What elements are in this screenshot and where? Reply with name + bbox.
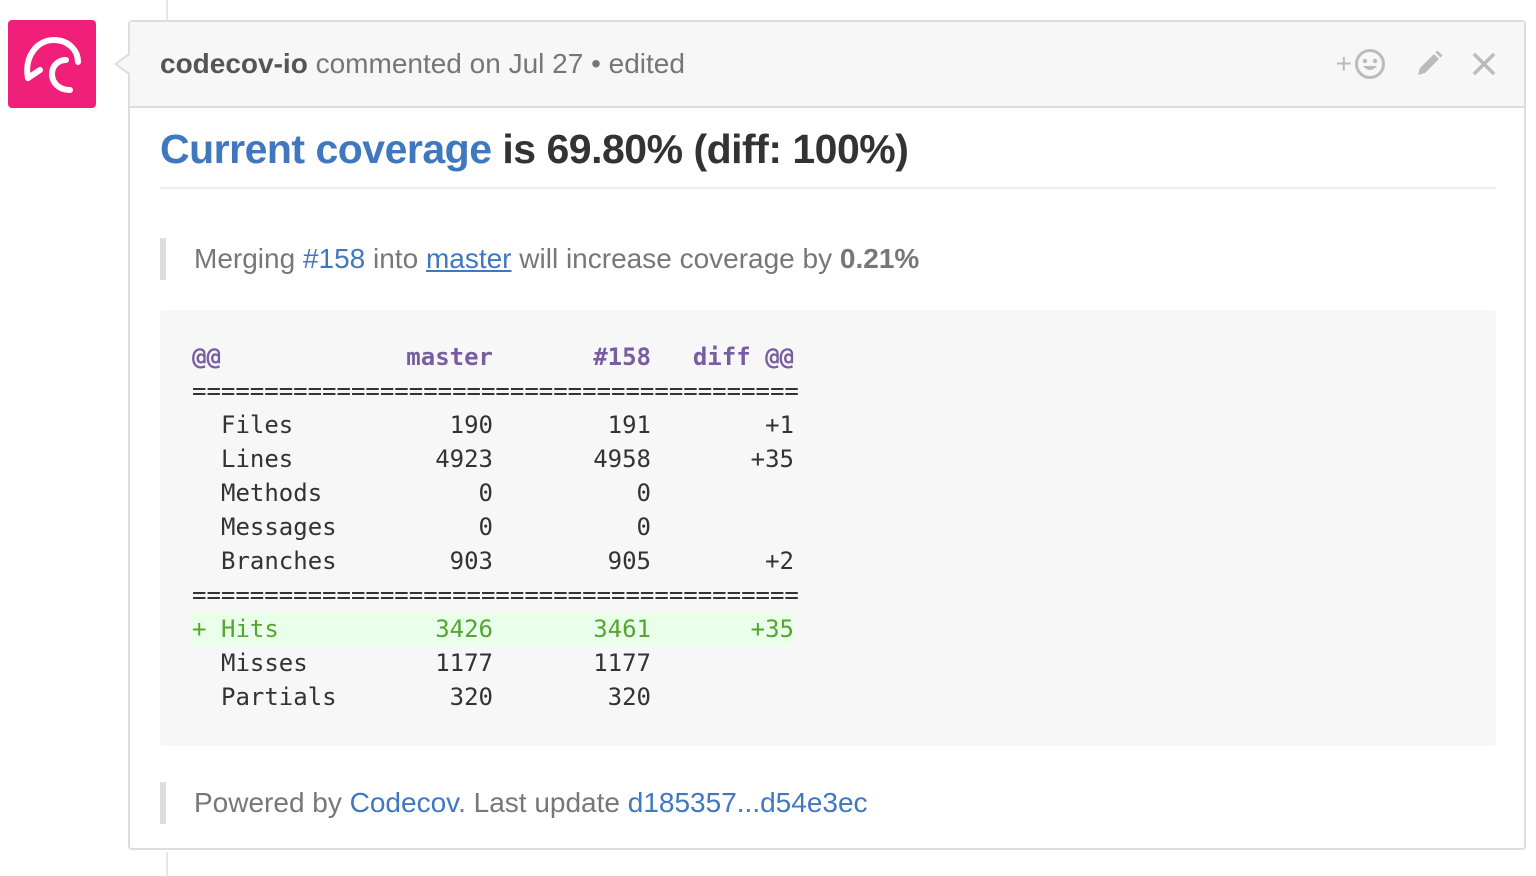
reaction-plus: + [1335,48,1352,79]
timeline-line-bottom [166,852,168,876]
delete-button[interactable] [1472,52,1496,76]
row-master-value: 1177 [435,649,493,677]
table-row: + Hits 3426 3461 +35 [192,612,794,646]
row-label: Messages [221,513,337,541]
row-diff-value: +1 [765,411,794,439]
row-label-cell: + Hits [192,612,372,646]
table-row: Lines 4923 4958 +35 [192,442,799,476]
row-pr-value: 3461 [593,615,651,643]
row-master-value: 0 [478,513,493,541]
comment-header: codecov-io commented on Jul 27 • edited … [130,22,1524,108]
row-diff-value [651,680,794,714]
row-master-value: 320 [449,683,493,711]
table-separator: ========================================… [192,581,799,609]
table-row: Messages 0 0 [192,510,799,544]
row-label-cell: Lines [192,442,372,476]
row-label-cell: Messages [192,510,372,544]
row-pr-value: 4958 [593,445,651,473]
row-marker [192,476,221,510]
row-label: Methods [221,479,323,507]
table-header: @@ master #158 diff @@ [192,340,799,374]
merge-note: Merging #158 into master will increase c… [160,238,919,280]
row-marker [192,680,221,714]
header-at: @@ [192,343,221,371]
header-master: master [406,343,493,371]
row-marker [192,646,221,680]
table-row: Misses 1177 1177 [192,646,799,680]
coverage-summary: is 69.80% (diff: 100%) [491,126,909,172]
comment-meta: codecov-io commented on Jul 27 • edited [160,48,685,80]
coverage-table: @@ master #158 diff @@ ====================… [160,310,1496,746]
row-master-value: 190 [449,411,493,439]
row-master-value: 903 [449,547,493,575]
row-pr-value: 0 [636,513,651,541]
header-diff: diff @@ [692,343,794,371]
row-diff-value: +35 [750,445,794,473]
author-link[interactable]: codecov-io [160,48,308,79]
coverage-diff-code: @@ master #158 diff @@ ====================… [192,340,799,714]
row-label-cell: Misses [192,646,372,680]
pr-link[interactable]: #158 [302,243,366,274]
row-marker [192,408,221,442]
timeline-line-top [166,0,168,20]
current-coverage-link[interactable]: Current coverage [160,126,492,172]
coverage-heading: Current coverage is 69.80% (diff: 100%) [160,126,1496,189]
row-marker: + [192,615,207,643]
header-pr: #158 [593,343,651,371]
close-icon [1473,53,1495,75]
branch-link[interactable]: master [425,243,512,274]
comment-actions: + [1336,48,1496,80]
table-row: Partials 320 320 [192,680,799,714]
row-marker [192,442,221,476]
row-pr-value: 320 [607,683,651,711]
row-label: Hits [221,615,279,643]
table-row: Branches 903 905 +2 [192,544,799,578]
edit-button[interactable] [1414,49,1444,79]
footer-middle: . Last update [458,787,628,818]
footer-note: Powered by Codecov. Last update d185357.… [160,782,868,824]
commit-range-link[interactable]: d185357...d54e3ec [627,787,868,818]
row-pr-value: 191 [607,411,651,439]
row-pr-value: 0 [636,479,651,507]
row-diff-value [651,646,794,680]
merge-note-suffix: will increase coverage by [511,243,840,274]
row-pr-value: 905 [607,547,651,575]
codecov-umbrella-logo-icon [24,36,81,93]
row-diff-value: +35 [750,615,794,643]
row-label: Files [221,411,294,439]
row-label: Partials [221,683,337,711]
row-marker [192,544,221,578]
row-label-cell: Partials [192,680,372,714]
row-label: Misses [221,649,308,677]
avatar[interactable] [8,20,96,108]
row-label-cell: Methods [192,476,372,510]
row-diff-value [651,476,794,510]
table-separator: ========================================… [192,377,799,405]
add-reaction-button[interactable]: + [1336,48,1386,80]
codecov-link[interactable]: Codecov [349,787,459,818]
row-diff-value [651,510,794,544]
footer-prefix: Powered by [194,787,350,818]
row-marker [192,510,221,544]
row-master-value: 0 [478,479,493,507]
row-master-value: 4923 [435,445,493,473]
table-row: Files 190 191 +1 [192,408,799,442]
coverage-increase: 0.21% [839,243,920,274]
pencil-icon [1418,50,1443,75]
table-row: Methods 0 0 [192,476,799,510]
row-label-cell: Files [192,408,372,442]
comment-timestamp[interactable]: commented on Jul 27 • edited [307,48,685,79]
comment-card: codecov-io commented on Jul 27 • edited … [114,20,1526,850]
merge-note-prefix: Merging [194,243,303,274]
merge-note-middle: into [365,243,426,274]
row-label: Branches [221,547,337,575]
comment-body: Current coverage is 69.80% (diff: 100%) … [160,126,1496,824]
row-pr-value: 1177 [593,649,651,677]
row-diff-value: +2 [765,547,794,575]
row-master-value: 3426 [435,615,493,643]
smiley-icon [1355,49,1385,79]
row-label-cell: Branches [192,544,372,578]
row-label: Lines [221,445,294,473]
